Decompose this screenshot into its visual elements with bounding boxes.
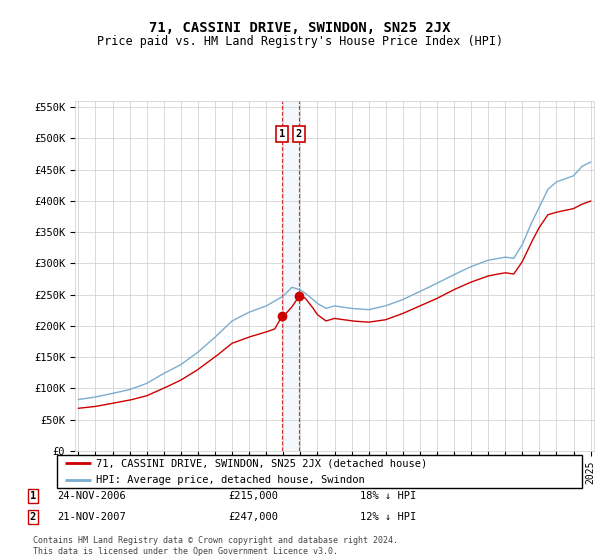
Text: 1: 1 xyxy=(279,129,285,139)
FancyBboxPatch shape xyxy=(57,455,582,488)
Text: Contains HM Land Registry data © Crown copyright and database right 2024.
This d: Contains HM Land Registry data © Crown c… xyxy=(33,536,398,556)
Text: 21-NOV-2007: 21-NOV-2007 xyxy=(57,512,126,522)
Text: 71, CASSINI DRIVE, SWINDON, SN25 2JX: 71, CASSINI DRIVE, SWINDON, SN25 2JX xyxy=(149,21,451,35)
Text: 71, CASSINI DRIVE, SWINDON, SN25 2JX (detached house): 71, CASSINI DRIVE, SWINDON, SN25 2JX (de… xyxy=(97,458,428,468)
Bar xyxy=(282,101,299,451)
Text: 24-NOV-2006: 24-NOV-2006 xyxy=(57,491,126,501)
Text: 2: 2 xyxy=(30,512,36,522)
Text: £247,000: £247,000 xyxy=(228,512,278,522)
Text: 1: 1 xyxy=(30,491,36,501)
Text: £215,000: £215,000 xyxy=(228,491,278,501)
Text: Price paid vs. HM Land Registry's House Price Index (HPI): Price paid vs. HM Land Registry's House … xyxy=(97,35,503,48)
Text: 18% ↓ HPI: 18% ↓ HPI xyxy=(360,491,416,501)
Text: 2: 2 xyxy=(296,129,302,139)
Text: 12% ↓ HPI: 12% ↓ HPI xyxy=(360,512,416,522)
Text: HPI: Average price, detached house, Swindon: HPI: Average price, detached house, Swin… xyxy=(97,475,365,485)
